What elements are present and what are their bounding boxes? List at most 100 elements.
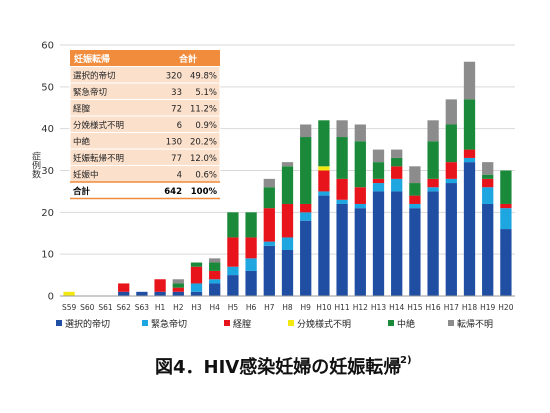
bar-segment <box>63 291 75 296</box>
bar-segment <box>172 291 184 296</box>
bar-segment <box>263 245 275 296</box>
bar-segment <box>372 149 385 163</box>
bar-segment <box>209 279 221 284</box>
x-tick-label: S61 <box>98 303 113 312</box>
x-tick-label: H2 <box>173 303 184 312</box>
bar-segment <box>263 178 275 188</box>
bar-segment <box>463 99 476 150</box>
bar-segment <box>281 203 294 238</box>
x-tick-label: H16 <box>426 303 441 312</box>
bar-segment <box>281 166 294 204</box>
bar-segment <box>263 187 275 209</box>
x-tick-label: H3 <box>191 303 202 312</box>
table-cell-count: 33 <box>171 88 182 98</box>
bar-segment <box>463 157 476 163</box>
bar-segment <box>190 266 203 284</box>
bar-segment <box>463 61 476 100</box>
x-tick-label: H14 <box>389 303 404 312</box>
x-tick-label: H7 <box>264 303 275 312</box>
table-cell-pct: 5.1% <box>195 88 217 98</box>
bar-segment <box>372 162 385 179</box>
bar-segment <box>118 291 130 296</box>
table-cell-pct: 0.6% <box>195 171 217 181</box>
table-header-total: 合計 <box>179 53 197 65</box>
table-cell-label: 中絶 <box>73 137 91 148</box>
bar-segment <box>391 166 403 179</box>
legend-label: 中絶 <box>397 318 415 330</box>
y-tick-label: 40 <box>41 124 54 135</box>
bar-segment <box>136 291 148 296</box>
bar-segment <box>281 249 294 296</box>
bar-segment <box>463 162 476 296</box>
bar-segment <box>281 162 294 167</box>
table-cell-label: 合計 <box>72 186 91 197</box>
bar-segment <box>409 183 421 196</box>
bar-segment <box>318 120 330 167</box>
figure-caption: 図4．HIV感染妊婦の妊娠転帰 2) <box>155 355 412 378</box>
table-header-label: 妊娠転帰 <box>74 53 110 65</box>
table-cell-count: 130 <box>166 138 182 148</box>
x-tick-label: S63 <box>135 303 150 312</box>
x-tick-label: H5 <box>228 303 239 312</box>
bar-segment <box>209 262 221 271</box>
bar-segment <box>372 191 385 296</box>
bar-segment <box>227 212 239 238</box>
bar-segment <box>209 270 221 280</box>
x-tick-label: H11 <box>335 303 350 312</box>
bar-segment <box>245 237 257 259</box>
bar-segment <box>209 283 221 296</box>
legend-label: 転帰不明 <box>457 318 493 330</box>
table-cell-count: 642 <box>164 187 182 197</box>
bar-segment <box>354 187 366 204</box>
table-cell-pct: 11.2% <box>190 105 217 115</box>
table-cell-count: 72 <box>171 105 182 115</box>
bar-segment <box>154 279 166 292</box>
bar-segment <box>245 270 257 296</box>
legend-swatch <box>288 320 294 326</box>
bar-segment <box>482 203 494 296</box>
bar-segment <box>300 220 312 296</box>
x-tick-label: S59 <box>62 303 77 312</box>
bar-segment <box>427 187 439 192</box>
bar-segment <box>409 208 421 296</box>
bar-segment <box>482 174 494 179</box>
bar-segment <box>118 283 130 292</box>
table-cell-count: 4 <box>177 171 182 181</box>
bars <box>63 61 512 296</box>
bar-segment <box>391 178 403 192</box>
table-cell-count: 320 <box>166 72 182 82</box>
bar-segment <box>209 258 221 263</box>
x-tick-label: S60 <box>80 303 95 312</box>
bar-segment <box>336 178 348 200</box>
bar-segment <box>482 178 494 188</box>
bar-segment <box>445 99 457 125</box>
bar-segment <box>427 178 439 188</box>
y-tick-label: 20 <box>41 208 54 219</box>
bar-segment <box>190 262 203 267</box>
bar-segment <box>482 162 494 175</box>
bar-segment <box>154 291 166 296</box>
bar-segment <box>300 124 312 138</box>
table-cell-pct: 0.9% <box>195 121 217 131</box>
bar-segment <box>427 141 439 179</box>
bar-segment <box>172 279 184 284</box>
bar-segment <box>300 137 312 204</box>
bar-segment <box>336 137 348 179</box>
bar-segment <box>318 166 330 171</box>
legend-swatch <box>448 320 454 326</box>
x-tick-label: H6 <box>246 303 257 312</box>
bar-segment <box>372 178 385 184</box>
legend: 選択的帝切 緊急帝切 経膣 分娩様式不明 中絶 転帰不明 <box>56 318 493 330</box>
bar-segment <box>427 120 439 142</box>
chart-title-superscript: 2) <box>400 355 412 366</box>
x-tick-label: H10 <box>316 303 331 312</box>
table-cell-label: 分娩様式不明 <box>73 120 124 131</box>
bar-segment <box>227 266 239 276</box>
bar-segment <box>391 149 403 158</box>
x-tick-label: H1 <box>155 303 166 312</box>
bar-segment <box>354 208 366 296</box>
table-cell-label: 選択的帝切 <box>73 71 116 82</box>
